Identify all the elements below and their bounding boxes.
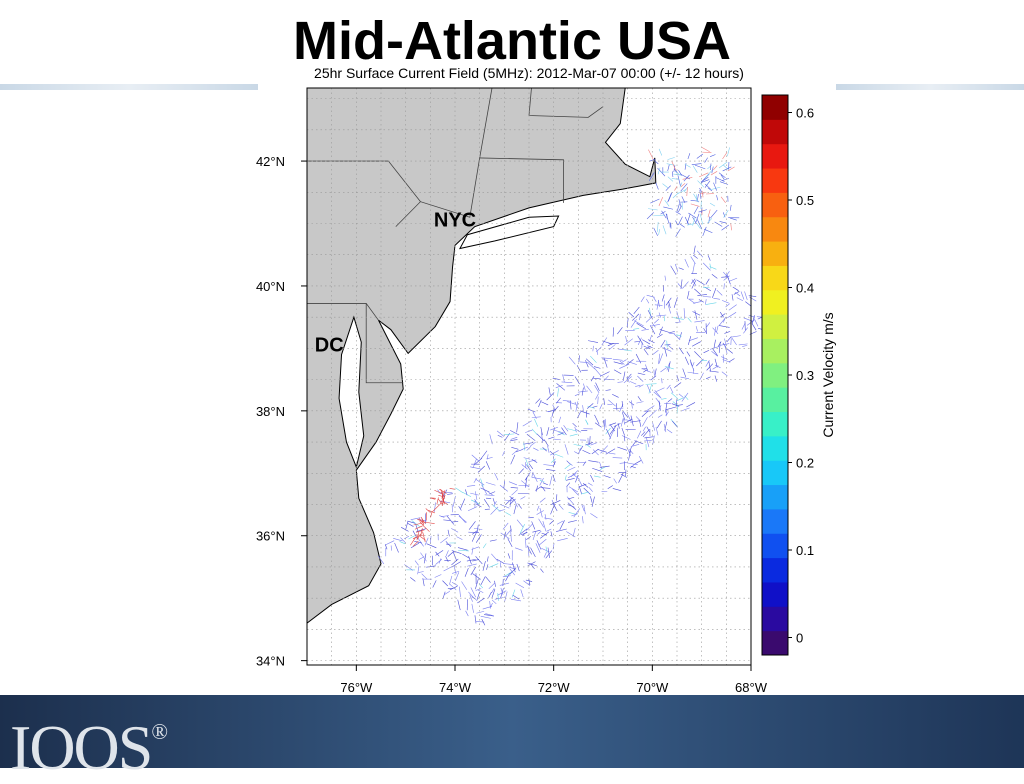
colorbar-title: Current Velocity m/s <box>820 312 836 437</box>
x-tick-label: 68°W <box>735 680 768 695</box>
colorbar-band <box>762 265 788 290</box>
y-tick-label: 40°N <box>256 279 285 294</box>
colorbar-band <box>762 631 788 656</box>
x-tick-label: 76°W <box>340 680 373 695</box>
x-tick-label: 70°W <box>636 680 669 695</box>
header-rule <box>836 84 1024 90</box>
place-label: NYC <box>434 210 476 232</box>
colorbar-band <box>762 436 788 461</box>
colorbar-band <box>762 460 788 485</box>
slide: {"title": "Mid-Atlantic USA", "map": { "… <box>0 0 1024 768</box>
map-subtitle: 25hr Surface Current Field (5MHz): 2012-… <box>314 65 744 81</box>
colorbar-band <box>762 363 788 388</box>
footer-band: IOOS® <box>0 695 1024 768</box>
x-tick-label: 72°W <box>538 680 571 695</box>
y-tick-label: 34°N <box>256 654 285 669</box>
current-vector <box>752 323 756 330</box>
colorbar-tick-label: 0.1 <box>796 543 814 558</box>
colorbar-band <box>762 338 788 363</box>
place-label: DC <box>315 335 344 357</box>
colorbar-band <box>762 217 788 242</box>
colorbar-band <box>762 144 788 169</box>
map-figure: 25hr Surface Current Field (5MHz): 2012-… <box>0 0 1024 695</box>
colorbar-band <box>762 582 788 607</box>
header-rule <box>0 84 258 90</box>
logo-text: IOOS <box>10 712 151 783</box>
current-vector <box>754 318 758 326</box>
logo: IOOS® <box>10 695 168 784</box>
y-tick-label: 42°N <box>256 154 285 169</box>
colorbar-tick-label: 0.5 <box>796 193 814 208</box>
x-tick-label: 74°W <box>439 680 472 695</box>
colorbar-tick-label: 0.2 <box>796 456 814 471</box>
y-tick-label: 38°N <box>256 404 285 419</box>
colorbar-band <box>762 606 788 631</box>
colorbar-band <box>762 558 788 583</box>
colorbar-band <box>762 119 788 144</box>
colorbar-tick-label: 0.3 <box>796 368 814 383</box>
colorbar-tick-label: 0.4 <box>796 281 814 296</box>
colorbar-band <box>762 314 788 339</box>
colorbar-band <box>762 509 788 534</box>
colorbar-band <box>762 290 788 315</box>
colorbar-band <box>762 485 788 510</box>
y-tick-label: 36°N <box>256 529 285 544</box>
logo-mark: ® <box>151 719 168 744</box>
colorbar-band <box>762 95 788 120</box>
colorbar-band <box>762 168 788 193</box>
colorbar-band <box>762 533 788 558</box>
colorbar-tick-label: 0.6 <box>796 106 814 121</box>
colorbar-band <box>762 241 788 266</box>
colorbar-band <box>762 412 788 437</box>
colorbar-tick-label: 0 <box>796 631 803 646</box>
colorbar-band <box>762 387 788 412</box>
colorbar-band <box>762 192 788 217</box>
